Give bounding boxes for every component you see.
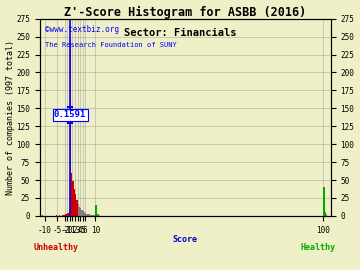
Bar xyxy=(67,213,69,216)
Bar xyxy=(72,181,74,216)
Bar xyxy=(91,215,93,216)
Bar xyxy=(56,215,57,216)
Text: Healthy: Healthy xyxy=(301,243,336,252)
Bar xyxy=(89,214,90,216)
Bar xyxy=(64,215,65,216)
Bar xyxy=(80,208,81,216)
Bar xyxy=(77,204,79,216)
Bar xyxy=(42,215,43,216)
Bar xyxy=(62,215,64,216)
Bar xyxy=(98,214,99,216)
Bar xyxy=(70,38,71,216)
Bar xyxy=(76,200,77,216)
Bar xyxy=(326,214,327,216)
Bar xyxy=(65,214,66,216)
Bar xyxy=(69,210,70,216)
Bar xyxy=(81,210,82,216)
Title: Z'-Score Histogram for ASBB (2016): Z'-Score Histogram for ASBB (2016) xyxy=(64,6,306,19)
Bar xyxy=(95,205,96,216)
Bar xyxy=(99,215,100,216)
Bar xyxy=(94,215,95,216)
Bar xyxy=(86,214,88,216)
Bar xyxy=(324,212,326,216)
Bar xyxy=(96,214,98,216)
Text: ©www.textbiz.org: ©www.textbiz.org xyxy=(45,25,120,33)
Text: 0.1591: 0.1591 xyxy=(54,110,86,119)
Text: Unhealthy: Unhealthy xyxy=(33,243,78,252)
Y-axis label: Number of companies (997 total): Number of companies (997 total) xyxy=(5,40,14,195)
Bar xyxy=(93,215,94,216)
Bar xyxy=(323,187,324,216)
Bar xyxy=(90,215,91,216)
Text: Sector: Financials: Sector: Financials xyxy=(124,28,236,38)
Bar xyxy=(71,173,72,216)
Bar xyxy=(66,214,67,216)
Bar xyxy=(59,215,60,216)
Bar xyxy=(88,214,89,216)
Bar xyxy=(74,189,75,216)
Bar xyxy=(84,212,85,216)
Text: The Research Foundation of SUNY: The Research Foundation of SUNY xyxy=(45,42,177,48)
Bar xyxy=(85,213,86,216)
Bar xyxy=(82,211,84,216)
Bar xyxy=(79,207,80,216)
X-axis label: Score: Score xyxy=(173,235,198,244)
Bar xyxy=(75,194,76,216)
